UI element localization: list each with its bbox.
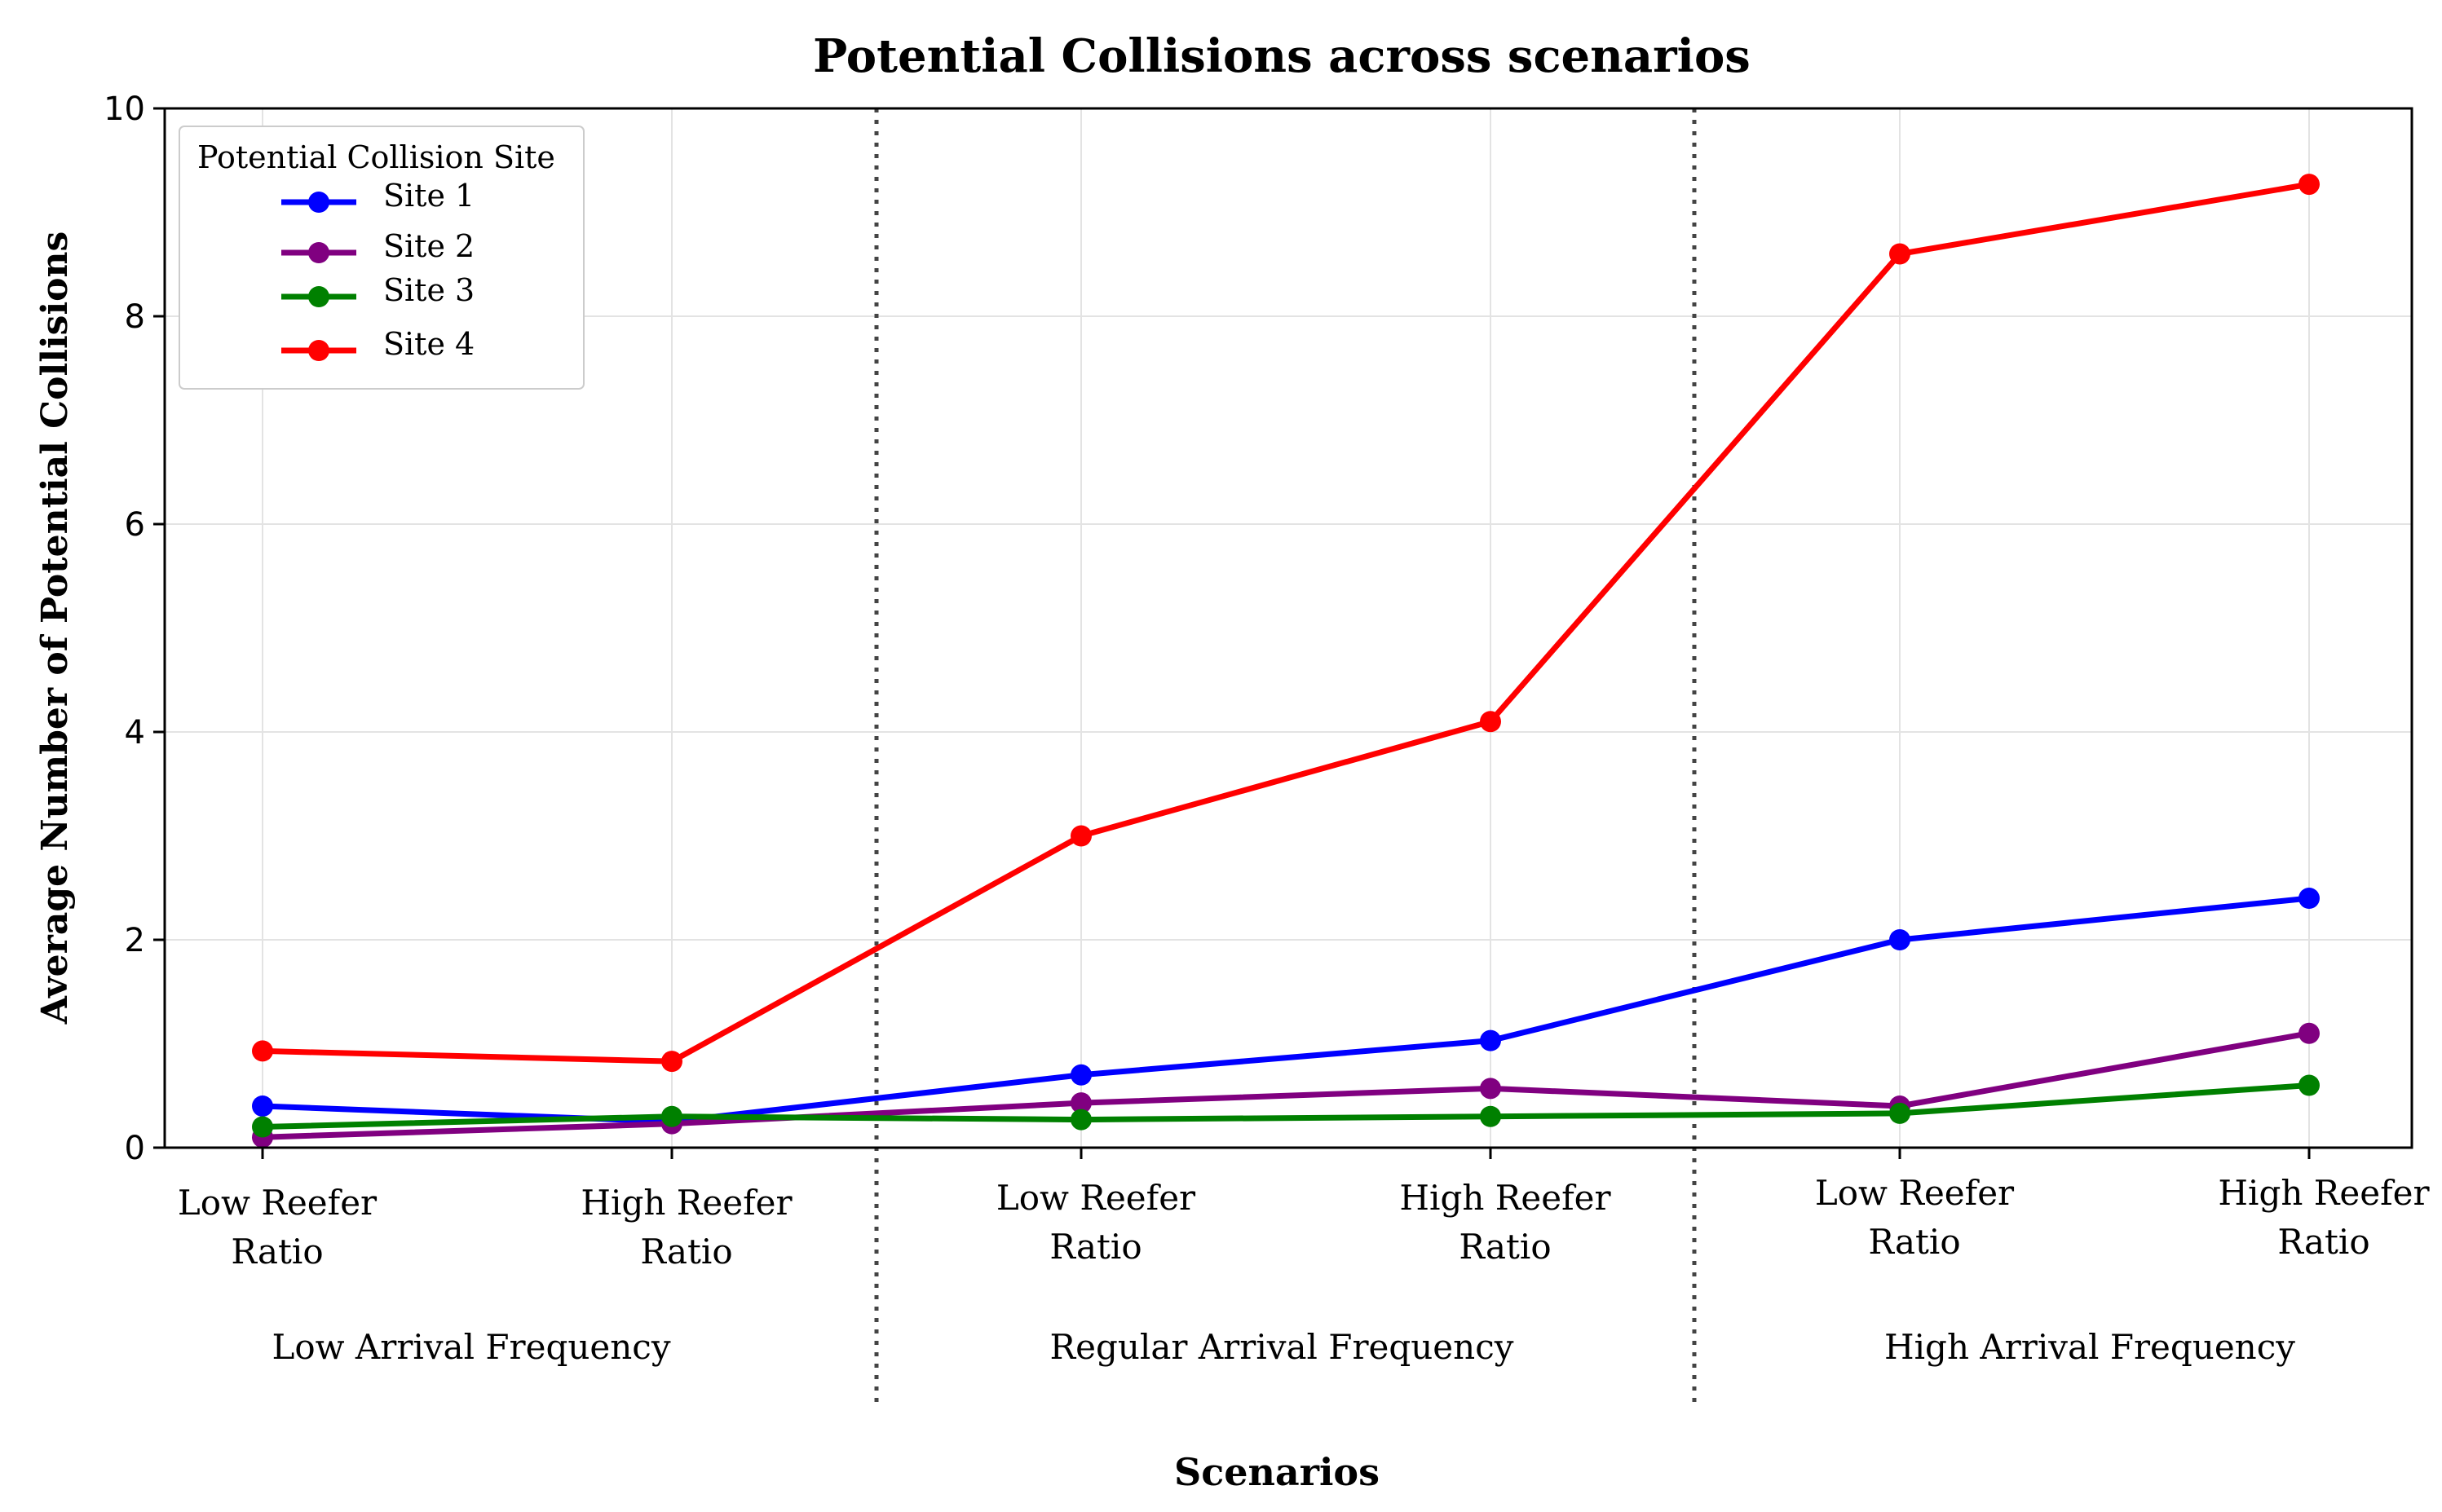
data-point <box>1480 1078 1501 1100</box>
series-site-2 <box>252 1022 2320 1148</box>
x-axis-label: Scenarios <box>1174 1450 1380 1494</box>
data-point <box>661 1105 682 1127</box>
data-point <box>1480 1029 1501 1051</box>
data-point <box>2298 888 2320 909</box>
legend-frame <box>179 126 585 390</box>
plot-area-frame <box>163 107 2413 1149</box>
series-lines <box>252 174 2320 1148</box>
legend-swatch-marker <box>308 286 329 307</box>
x-tick-label: Ratio <box>1868 1222 1960 1262</box>
data-point <box>1071 1109 1092 1131</box>
data-point <box>252 1116 273 1138</box>
y-axis-label: Average Number of Potential Collisions <box>34 231 76 1025</box>
x-tick-label: Ratio <box>2277 1222 2369 1262</box>
legend-title: Potential Collision Site <box>197 139 555 175</box>
legend-entry-label: Site 2 <box>383 228 475 264</box>
legend-swatch-marker <box>308 340 329 361</box>
legend-entry-label: Site 3 <box>383 272 475 308</box>
series-site-3 <box>252 1074 2320 1138</box>
data-point <box>1071 1064 1092 1086</box>
x-tick-label: Low Reefer <box>1815 1173 2015 1213</box>
data-point <box>1889 243 1910 265</box>
series-site-4 <box>252 174 2320 1073</box>
data-point <box>2298 1074 2320 1096</box>
group-label: Regular Arrival Frequency <box>1050 1327 1514 1367</box>
axes: 0 2 4 6 8 10 Low Reefer Ratio High Reefer Ratio Lo… <box>104 90 2430 1367</box>
y-tick-label: 6 <box>125 506 145 544</box>
data-point <box>1071 825 1092 847</box>
x-tick-label: High Reefer <box>2218 1173 2430 1213</box>
group-label: High Arrival Frequency <box>1884 1327 2295 1367</box>
legend-entry-label: Site 1 <box>383 178 475 214</box>
x-tick-label: High Reefer <box>1399 1178 1611 1218</box>
x-tick-label: Ratio <box>1459 1227 1551 1267</box>
data-point <box>1480 711 1501 733</box>
chart-title: Potential Collisions across scenarios <box>813 29 1751 83</box>
group-label: Low Arrival Frequency <box>272 1327 670 1367</box>
y-tick-label: 8 <box>125 298 145 336</box>
data-point <box>252 1040 273 1062</box>
series-line <box>262 181 2310 1065</box>
series-line <box>262 1030 2310 1140</box>
legend-swatch-marker <box>308 192 329 213</box>
series-line <box>262 1082 2310 1130</box>
x-tick-label: High Reefer <box>581 1183 793 1223</box>
x-tick-label: Ratio <box>231 1232 323 1272</box>
y-tick-label: 10 <box>104 90 145 128</box>
legend-entry-label: Site 4 <box>383 326 475 362</box>
data-point <box>1480 1105 1501 1127</box>
x-tick-label: Ratio <box>1049 1227 1142 1267</box>
y-tick-label: 4 <box>125 714 145 752</box>
data-point <box>1889 1102 1910 1124</box>
data-point <box>2298 174 2320 196</box>
legend-swatch-marker <box>308 242 329 263</box>
legend: Potential Collision Site Site 1 Site 2 Sit… <box>179 126 585 390</box>
y-tick-label: 2 <box>125 922 145 959</box>
data-point <box>2298 1022 2320 1044</box>
y-tick-label: 0 <box>125 1130 145 1167</box>
x-tick-label: Low Reefer <box>996 1178 1196 1218</box>
x-tick-label: Low Reefer <box>178 1183 378 1223</box>
x-tick-label: Ratio <box>640 1232 732 1272</box>
data-point <box>661 1051 682 1073</box>
data-point <box>1071 1092 1092 1114</box>
data-point <box>1889 929 1910 950</box>
data-point <box>252 1095 273 1117</box>
